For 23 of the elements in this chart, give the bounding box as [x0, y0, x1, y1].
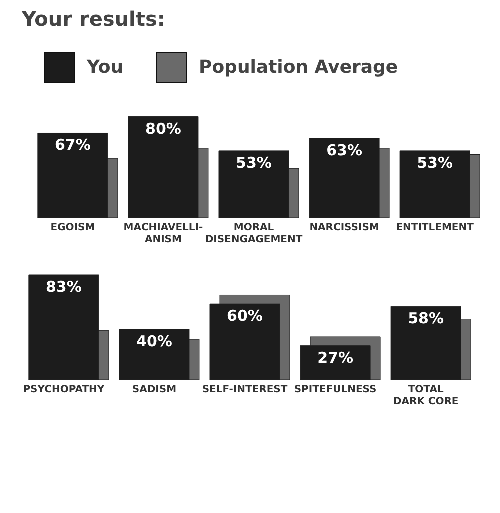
data-label: 27%	[318, 348, 354, 367]
x-tick-label: SELF-INTEREST	[202, 384, 288, 396]
x-tick-label: EGOISM	[50, 222, 96, 234]
data-label: 58%	[408, 310, 444, 328]
data-label: 53%	[417, 154, 454, 172]
x-tick-label: TOTAL DARK CORE	[393, 384, 459, 408]
data-label: 63%	[326, 141, 362, 160]
x-tick-label: MACHIAVELLI- ANISM	[124, 222, 204, 246]
data-label: 67%	[54, 136, 91, 154]
x-tick-label: SADISM	[132, 384, 177, 396]
data-label: 53%	[236, 154, 272, 172]
x-tick-label: PSYCHOPATHY	[23, 384, 106, 396]
data-label: 60%	[227, 307, 263, 326]
legend-label: You	[86, 56, 124, 78]
x-tick-label: SPITEFULNESS	[294, 384, 377, 396]
x-tick-label: NARCISSISM	[310, 222, 380, 234]
chart-title: Your results:	[21, 7, 166, 31]
x-tick-label: ENTITLEMENT	[396, 222, 474, 234]
legend-label: Population Average	[199, 56, 398, 78]
x-tick-label: MORAL DISENGAGEMENT	[205, 222, 303, 246]
data-label: 83%	[46, 278, 82, 296]
data-label: 80%	[146, 120, 182, 138]
data-label: 40%	[136, 332, 172, 350]
